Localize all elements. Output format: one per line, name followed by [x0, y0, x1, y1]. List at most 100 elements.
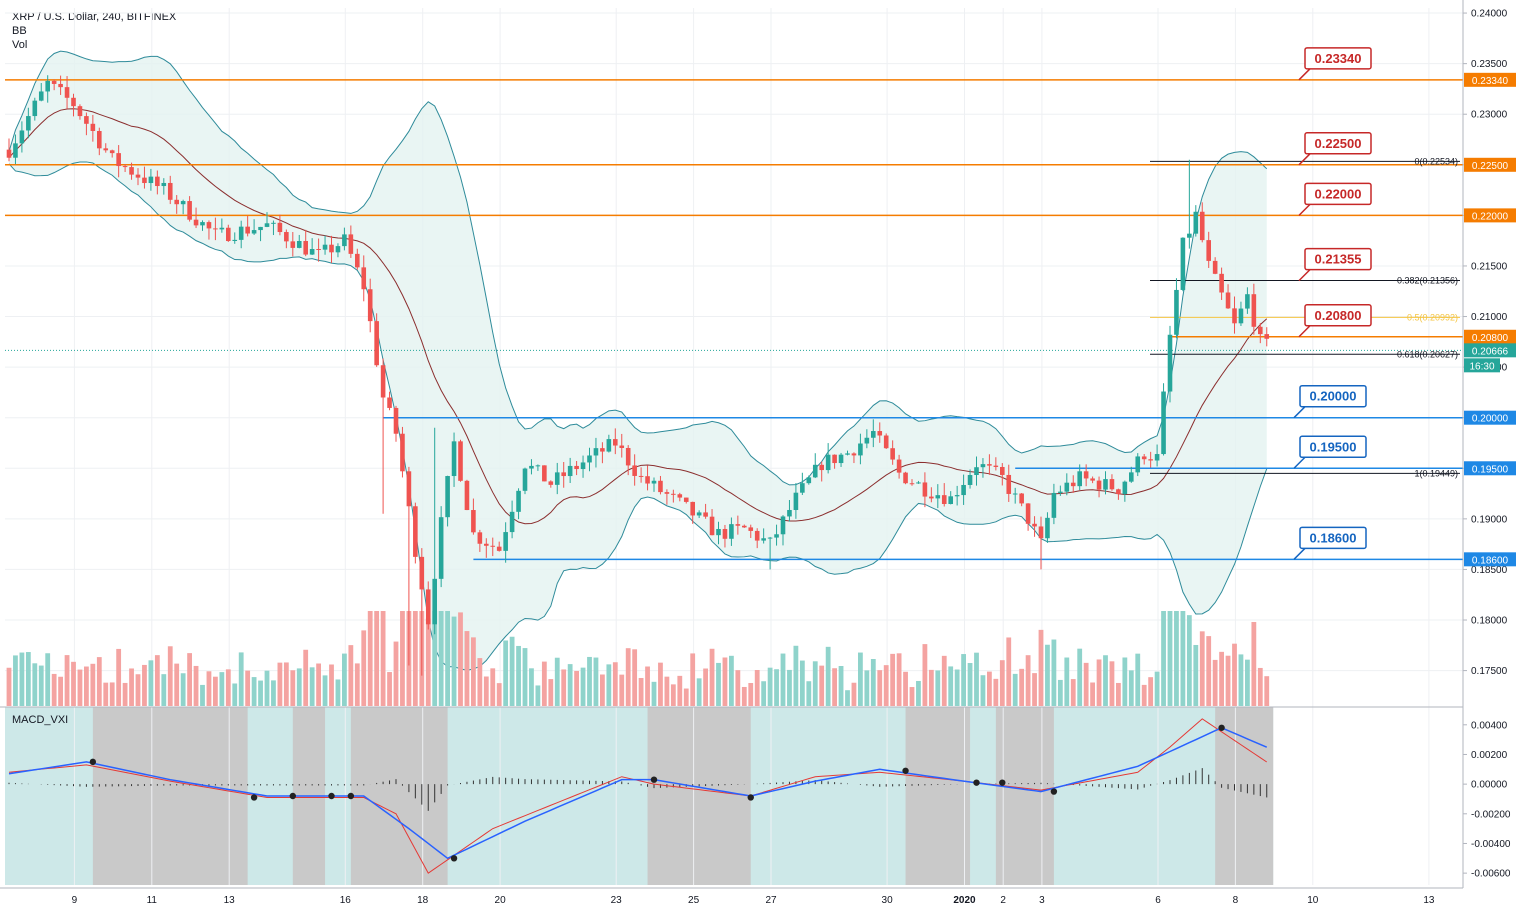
macd-indicator-label[interactable]: MACD_VXI [12, 714, 69, 726]
macd-cross-dot [328, 792, 335, 800]
candle-body [1019, 493, 1024, 504]
volume-bar [774, 669, 779, 706]
macd-tick-label: 0.00200 [1471, 750, 1508, 761]
price-tick-label: 0.24000 [1471, 9, 1508, 20]
callout-label: 0.20000 [1310, 389, 1357, 404]
candle-body [148, 176, 154, 184]
volume-bar [961, 654, 966, 706]
callout-label: 0.22000 [1315, 186, 1362, 201]
candle-body [277, 222, 283, 233]
volume-bar [38, 665, 44, 706]
candle-body [735, 524, 741, 526]
candle-body [1077, 471, 1082, 487]
current-price-tag [1464, 343, 1516, 358]
volume-bar [258, 680, 263, 706]
callout-box [1299, 384, 1367, 408]
candle-body [722, 528, 728, 539]
volume-bar [251, 677, 257, 706]
volume-bar [1019, 668, 1025, 706]
volume-bar [1038, 629, 1044, 706]
macd-cross-dot [650, 776, 658, 783]
candle-body [219, 227, 225, 230]
candle-body [877, 431, 883, 436]
candle-body [64, 87, 70, 98]
volume-bar [206, 671, 212, 706]
volume-bar [554, 657, 560, 706]
candle-body [606, 439, 612, 452]
volume-bar [1057, 679, 1063, 706]
axis-level-tag [1464, 208, 1516, 223]
macd-cross-dot [450, 855, 458, 862]
volume-bar [135, 674, 141, 706]
volume-bar [45, 653, 51, 706]
volume-bar [1148, 677, 1154, 706]
indicator-vol-label[interactable]: Vol [12, 39, 28, 51]
candle-body [284, 232, 289, 242]
candle-body [97, 130, 102, 149]
volume-bar [148, 660, 154, 706]
volume-bar [77, 669, 83, 706]
callout-label: 0.19500 [1310, 439, 1357, 454]
volume-bar [496, 683, 502, 706]
candle-body [896, 459, 902, 473]
volume-bar [1264, 676, 1270, 706]
volume-bar [535, 685, 541, 706]
time-tick-label: 13 [1423, 895, 1435, 906]
candle-body [322, 244, 328, 250]
volume-bar [1161, 611, 1166, 706]
candle-body [77, 106, 83, 117]
volume-bar [477, 658, 483, 706]
volume-bar [896, 653, 902, 706]
volume-bar [916, 680, 921, 706]
candle-body [464, 480, 470, 511]
volume-bar [380, 611, 386, 706]
candle-body [258, 226, 263, 231]
macd-cross-dot [289, 792, 296, 800]
price-tick-label: 0.23500 [1471, 59, 1508, 70]
candle-body [509, 511, 515, 533]
indicator-bb-label[interactable]: BB [12, 25, 27, 37]
macd-gray-zone-5 [995, 707, 1054, 885]
candle-body [793, 492, 799, 510]
candle-body [129, 167, 134, 175]
volume-bar [1193, 644, 1199, 706]
volume-bar [729, 655, 734, 706]
volume-bar [64, 655, 70, 706]
candle-body [484, 543, 489, 546]
candle-body [290, 241, 296, 248]
axis-level-tag-label: 0.20800 [1472, 333, 1509, 344]
volume-bar [19, 652, 25, 706]
symbol-title: XRP / U.S. Dollar, 240, BITFINEX [12, 11, 177, 23]
volume-bar [1090, 682, 1095, 706]
volume-bar [593, 657, 599, 706]
price-tick-label: 0.17500 [1471, 666, 1508, 677]
volume-bar [348, 645, 354, 706]
candle-body [1103, 479, 1108, 490]
candle-body [58, 83, 63, 88]
volume-bar [612, 662, 618, 706]
time-tick-label: 11 [147, 895, 158, 906]
volume-bar [271, 680, 276, 706]
axis-level-tag-label: 0.22500 [1472, 161, 1509, 172]
volume-bar [483, 676, 489, 706]
candle-body [696, 512, 702, 516]
candle-body [13, 143, 18, 158]
volume-bar [354, 663, 360, 706]
volume-bar [1199, 631, 1205, 706]
volume-bar [174, 663, 180, 706]
candle-body [1187, 233, 1192, 238]
time-tick-label: 9 [72, 895, 78, 906]
volume-bar [529, 668, 534, 706]
candle-body [554, 472, 560, 485]
candle-body [206, 222, 212, 229]
candle-body [161, 182, 167, 187]
volume-bar [1225, 655, 1231, 706]
volume-bar [999, 660, 1005, 706]
volume-bar [851, 682, 857, 706]
axis-level-tag [1464, 157, 1516, 172]
volume-bar [516, 645, 521, 706]
candle-body [651, 480, 657, 484]
volume-bar [677, 675, 683, 706]
candle-body [451, 441, 457, 477]
